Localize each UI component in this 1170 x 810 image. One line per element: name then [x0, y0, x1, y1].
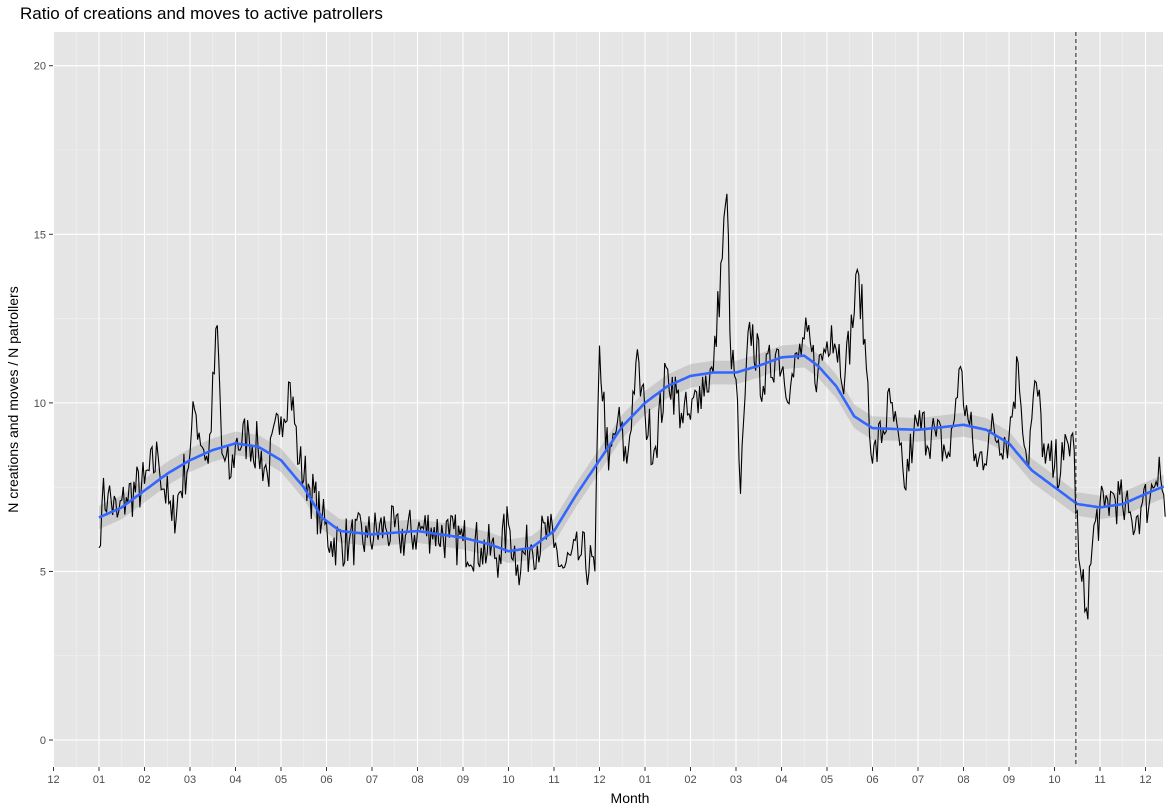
x-tick-label: 07: [912, 774, 924, 786]
y-tick-label: 10: [34, 398, 46, 410]
x-tick-label: 06: [320, 774, 332, 786]
x-tick-label: 08: [957, 774, 969, 786]
x-tick-label: 12: [593, 774, 605, 786]
chart-title: Ratio of creations and moves to active p…: [20, 4, 383, 23]
x-tick-label: 01: [639, 774, 651, 786]
x-tick-label: 01: [93, 774, 105, 786]
x-tick-label: 06: [866, 774, 878, 786]
x-tick-label: 05: [275, 774, 287, 786]
x-tick-label: 04: [775, 774, 787, 786]
x-tick-label: 04: [229, 774, 241, 786]
x-tick-label: 12: [1139, 774, 1151, 786]
daily-ratio-line: [98, 193, 1166, 620]
x-tick-label: 12: [47, 774, 59, 786]
y-tick-label: 20: [34, 61, 46, 73]
x-tick-label: 07: [366, 774, 378, 786]
x-tick-label: 10: [502, 774, 514, 786]
x-tick-label: 02: [138, 774, 150, 786]
x-tick-label: 05: [821, 774, 833, 786]
x-tick-label: 10: [1048, 774, 1060, 786]
y-tick-label: 15: [34, 229, 46, 241]
y-tick-label: 0: [40, 735, 46, 747]
x-tick-label: 09: [457, 774, 469, 786]
x-tick-label: 08: [411, 774, 423, 786]
plot-panel: [53, 32, 1163, 767]
x-tick-label: 11: [548, 774, 559, 786]
x-tick-label: 09: [1003, 774, 1015, 786]
x-tick-label: 03: [730, 774, 742, 786]
x-axis-title: Month: [611, 790, 650, 806]
x-tick-label: 11: [1094, 774, 1105, 786]
x-tick-label: 02: [684, 774, 696, 786]
smoothed-trend-line: [98, 354, 1165, 553]
y-tick-label: 5: [40, 566, 46, 578]
y-axis-title: N creations and moves / N patrollers: [5, 286, 21, 512]
x-tick-label: 03: [184, 774, 196, 786]
